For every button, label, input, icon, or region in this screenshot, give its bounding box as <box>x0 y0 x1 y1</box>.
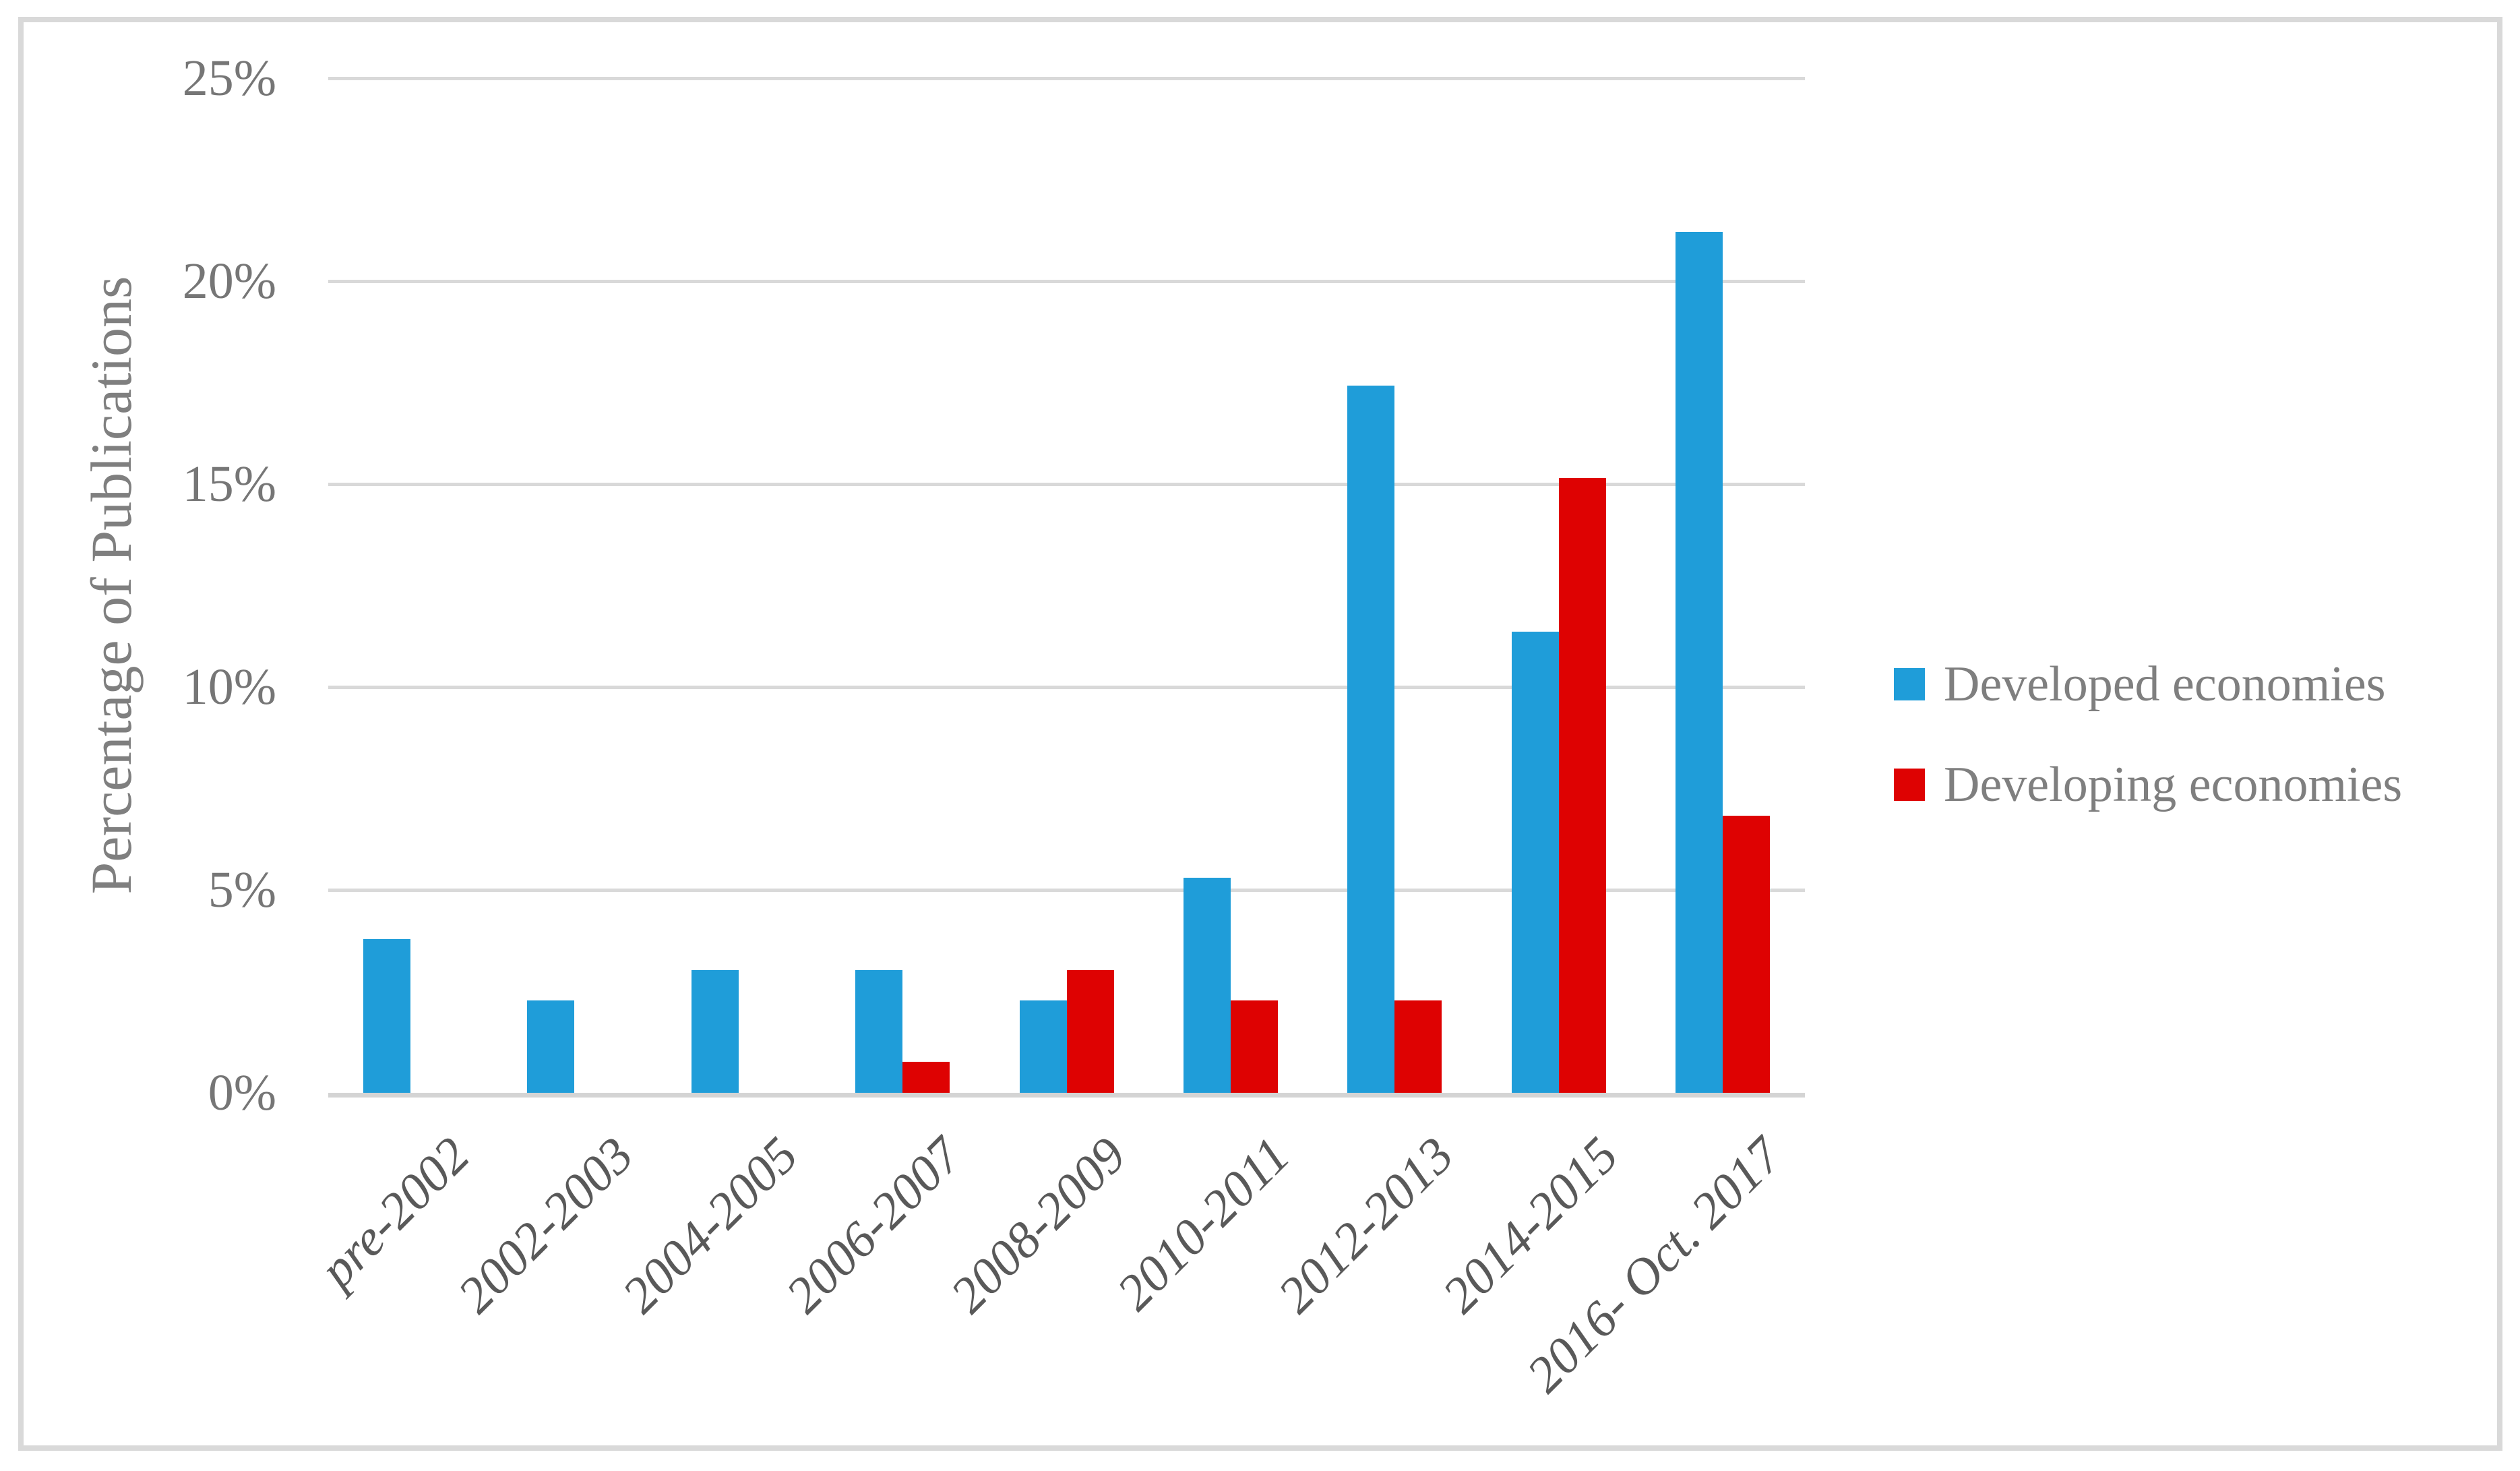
bar-developed-2014-2015 <box>1512 632 1559 1093</box>
bar-developed-2010-2011 <box>1184 878 1231 1093</box>
bar-developed-2002-2003 <box>527 1000 574 1093</box>
bar-developing-2014-2015 <box>1559 478 1606 1093</box>
bar-developing-2012-2013 <box>1394 1000 1442 1093</box>
y-tick-0: 0% <box>208 1064 276 1121</box>
legend-label-developed: Developed economies <box>1944 657 2386 712</box>
gridline-15 <box>328 483 1805 486</box>
bar-developed-2008-2009 <box>1020 1000 1067 1093</box>
chart-frame-border <box>18 17 2502 1451</box>
x-label-2010-2011: 2010-2011 <box>1106 1127 1301 1321</box>
bar-developing-2008-2009 <box>1067 970 1114 1093</box>
bar-developed-2012-2013 <box>1347 386 1394 1093</box>
gridline-20 <box>328 280 1805 283</box>
gridline-5 <box>328 889 1805 892</box>
y-tick-10: 10% <box>182 659 276 715</box>
y-tick-20: 20% <box>182 253 276 309</box>
bar-developing-2016-oct-2017 <box>1723 816 1770 1093</box>
gridline-25 <box>328 77 1805 80</box>
bar-developing-2006-2007 <box>902 1062 950 1093</box>
x-label-2002-2003: 2002-2003 <box>447 1127 644 1324</box>
x-label-2004-2005: 2004-2005 <box>611 1127 809 1324</box>
bar-developed-2016-oct-2017 <box>1676 232 1723 1093</box>
x-label-pre-2002: pre-2002 <box>309 1127 481 1298</box>
x-label-2008-2009: 2008-2009 <box>940 1127 1137 1324</box>
bar-developing-2010-2011 <box>1231 1000 1278 1093</box>
x-label-2012-2013: 2012-2013 <box>1267 1127 1465 1324</box>
bar-developed-2006-2007 <box>855 970 902 1093</box>
bar-developed-pre-2002 <box>363 939 410 1093</box>
legend-swatch-developed-icon <box>1894 668 1925 700</box>
legend-item-developed: Developed economies <box>1894 654 2386 715</box>
y-tick-25: 25% <box>182 50 276 107</box>
x-axis-line <box>328 1093 1805 1098</box>
x-label-2006-2007: 2006-2007 <box>775 1127 973 1324</box>
y-tick-5: 5% <box>208 862 276 918</box>
y-tick-15: 15% <box>182 456 276 512</box>
legend-item-developing: Developing economies <box>1894 754 2402 815</box>
legend-swatch-developing-icon <box>1894 769 1925 801</box>
legend-label-developing: Developing economies <box>1944 757 2403 812</box>
gridline-10 <box>328 686 1805 689</box>
bar-developed-2004-2005 <box>692 970 739 1093</box>
